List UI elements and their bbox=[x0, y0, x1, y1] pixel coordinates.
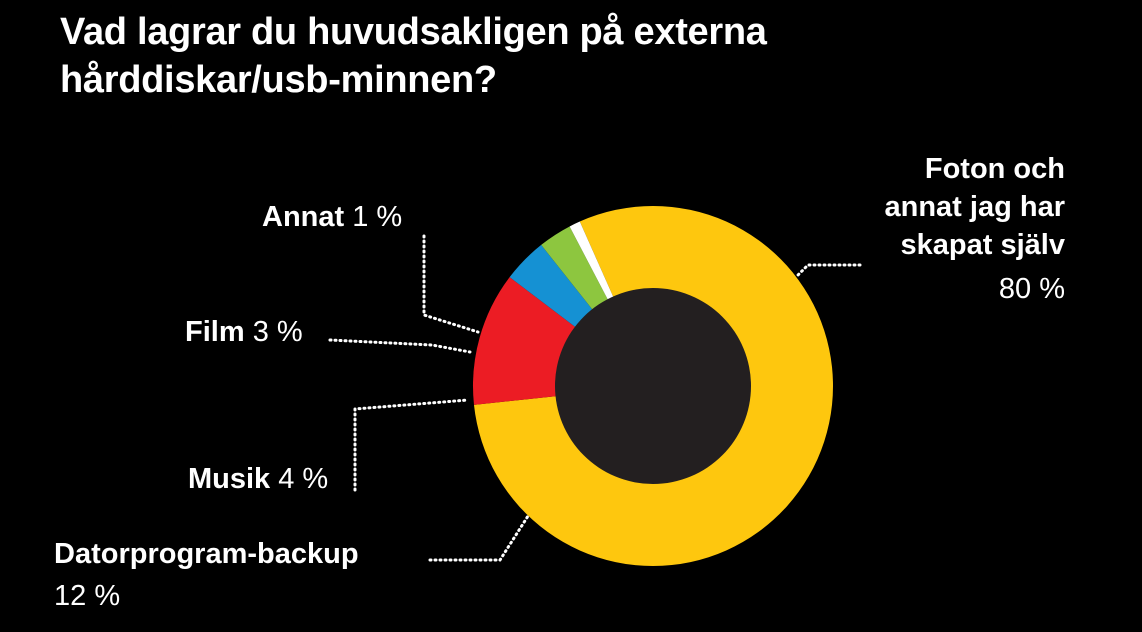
slice-label-foton-line-3: skapat själv bbox=[900, 229, 1065, 261]
slice-value-film: 3 % bbox=[252, 316, 303, 348]
chart-title: Vad lagrar du huvudsakligen på externa h… bbox=[60, 8, 1060, 104]
slice-value-annat: 1 % bbox=[352, 201, 403, 233]
slice-label-backup: Datorprogram-backup 12 % bbox=[54, 535, 359, 615]
donut-hole bbox=[555, 288, 751, 484]
slice-label-annat: Annat 1 % bbox=[262, 198, 402, 236]
slice-label-film-name: Film bbox=[185, 316, 245, 348]
slice-label-film: Film 3 % bbox=[185, 313, 303, 351]
leader-lines bbox=[328, 234, 862, 562]
slice-value-backup: 12 % bbox=[54, 580, 121, 612]
leader-annat bbox=[422, 234, 480, 334]
chart-title-line-2: hårddiskar/usb-minnen? bbox=[60, 59, 497, 101]
slice-label-foton-line-2: annat jag har bbox=[884, 191, 1066, 223]
slice-label-foton: Foton och annat jag har skapat själv 80 … bbox=[885, 150, 1066, 308]
leader-foton bbox=[796, 263, 862, 277]
leader-backup bbox=[428, 514, 530, 562]
slice-label-musik-name: Musik bbox=[188, 463, 271, 495]
slice-value-foton: 80 % bbox=[998, 273, 1065, 305]
slice-label-foton-line-1: Foton och bbox=[924, 153, 1065, 185]
leader-musik bbox=[353, 398, 470, 492]
slice-value-musik: 4 % bbox=[278, 463, 329, 495]
chart-title-line-1: Vad lagrar du huvudsakligen på externa bbox=[60, 11, 767, 53]
slice-label-backup-name: Datorprogram-backup bbox=[54, 538, 359, 570]
slice-label-musik: Musik 4 % bbox=[188, 460, 328, 498]
leader-film bbox=[328, 338, 472, 354]
slice-label-annat-name: Annat bbox=[262, 201, 345, 233]
